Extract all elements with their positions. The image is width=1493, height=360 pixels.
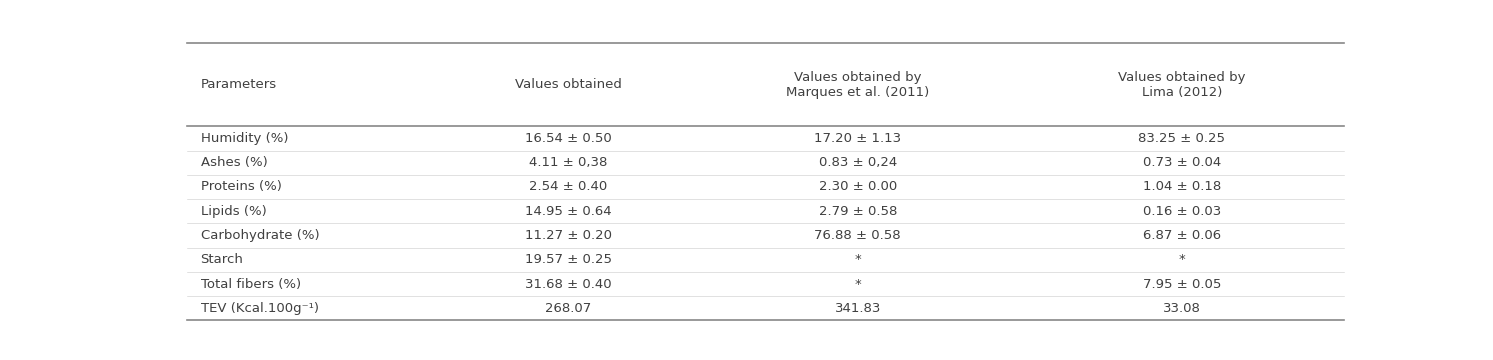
Text: 0.16 ± 0.03: 0.16 ± 0.03 (1142, 205, 1221, 218)
Text: 0.73 ± 0.04: 0.73 ± 0.04 (1142, 156, 1221, 169)
Text: Proteins (%): Proteins (%) (200, 180, 281, 193)
Text: 341.83: 341.83 (835, 302, 881, 315)
Text: 17.20 ± 1.13: 17.20 ± 1.13 (814, 132, 902, 145)
Text: 31.68 ± 0.40: 31.68 ± 0.40 (526, 278, 612, 291)
Text: 14.95 ± 0.64: 14.95 ± 0.64 (526, 205, 612, 218)
Text: Values obtained by
Lima (2012): Values obtained by Lima (2012) (1118, 71, 1245, 99)
Text: 268.07: 268.07 (545, 302, 591, 315)
Text: 16.54 ± 0.50: 16.54 ± 0.50 (526, 132, 612, 145)
Text: 1.04 ± 0.18: 1.04 ± 0.18 (1142, 180, 1221, 193)
Text: Lipids (%): Lipids (%) (200, 205, 266, 218)
Text: 11.27 ± 0.20: 11.27 ± 0.20 (526, 229, 612, 242)
Text: Starch: Starch (200, 253, 243, 266)
Text: 4.11 ± 0,38: 4.11 ± 0,38 (530, 156, 608, 169)
Text: 0.83 ± 0,24: 0.83 ± 0,24 (818, 156, 897, 169)
Text: Carbohydrate (%): Carbohydrate (%) (200, 229, 320, 242)
Text: 2.79 ± 0.58: 2.79 ± 0.58 (818, 205, 897, 218)
Text: 2.30 ± 0.00: 2.30 ± 0.00 (818, 180, 897, 193)
Text: Parameters: Parameters (200, 78, 276, 91)
Text: 19.57 ± 0.25: 19.57 ± 0.25 (526, 253, 612, 266)
Text: 83.25 ± 0.25: 83.25 ± 0.25 (1138, 132, 1226, 145)
Text: 33.08: 33.08 (1163, 302, 1200, 315)
Text: Humidity (%): Humidity (%) (200, 132, 288, 145)
Text: Values obtained by
Marques et al. (2011): Values obtained by Marques et al. (2011) (787, 71, 929, 99)
Text: 76.88 ± 0.58: 76.88 ± 0.58 (814, 229, 902, 242)
Text: 2.54 ± 0.40: 2.54 ± 0.40 (530, 180, 608, 193)
Text: Total fibers (%): Total fibers (%) (200, 278, 300, 291)
Text: *: * (854, 278, 861, 291)
Text: *: * (854, 253, 861, 266)
Text: Ashes (%): Ashes (%) (200, 156, 267, 169)
Text: 6.87 ± 0.06: 6.87 ± 0.06 (1142, 229, 1221, 242)
Text: TEV (Kcal.100g⁻¹): TEV (Kcal.100g⁻¹) (200, 302, 318, 315)
Text: Values obtained: Values obtained (515, 78, 623, 91)
Text: *: * (1178, 253, 1185, 266)
Text: 7.95 ± 0.05: 7.95 ± 0.05 (1142, 278, 1221, 291)
